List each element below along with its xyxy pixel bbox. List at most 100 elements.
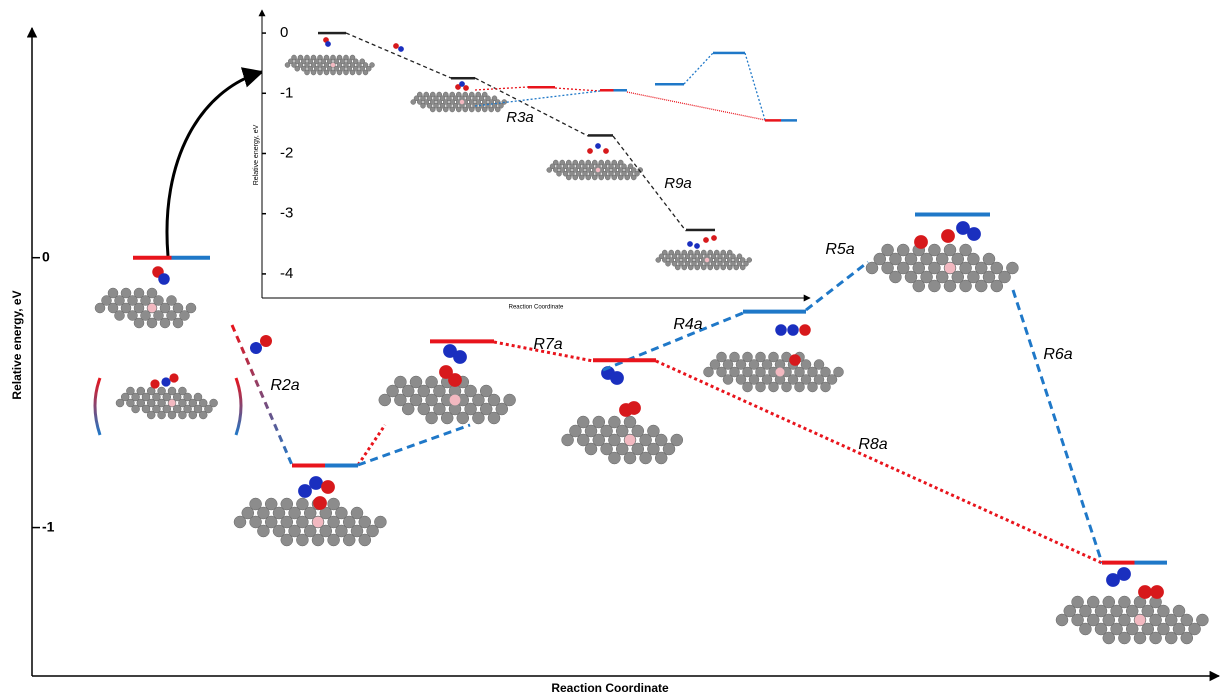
carbon-atom xyxy=(482,107,487,112)
carbon-atom xyxy=(350,70,355,75)
carbon-atom xyxy=(189,411,197,419)
reaction-label: R8a xyxy=(858,436,887,453)
carbon-atom xyxy=(337,70,342,75)
adsorbate-atom xyxy=(250,342,262,354)
carbon-atom xyxy=(640,452,652,464)
carbon-atom xyxy=(1056,614,1068,626)
carbon-atom xyxy=(168,411,176,419)
carbon-atom xyxy=(344,70,349,75)
carbon-atom xyxy=(426,412,438,424)
adsorbate-atom xyxy=(967,227,981,241)
carbon-atom xyxy=(682,265,687,270)
carbon-atom xyxy=(599,175,604,180)
adsorbate-atom xyxy=(161,377,170,386)
carbon-atom xyxy=(443,107,448,112)
reaction-label: R3a xyxy=(506,109,534,126)
carbon-atom xyxy=(734,265,739,270)
carbon-atom xyxy=(476,107,481,112)
adsorbate-atom xyxy=(321,480,335,494)
adsorbate-atom xyxy=(694,243,700,249)
adsorbate-atom xyxy=(787,324,799,336)
adsorbate-atom xyxy=(587,148,593,154)
carbon-atom xyxy=(173,318,183,328)
carbon-atom xyxy=(495,107,500,112)
adsorbate-atom xyxy=(941,229,955,243)
carbon-atom xyxy=(421,103,426,108)
y-tick-label: -1 xyxy=(42,518,55,534)
y-tick-label: 0 xyxy=(280,24,288,41)
adsorbate-atom xyxy=(627,401,641,415)
reaction-label: R5a xyxy=(825,241,854,258)
carbon-atom xyxy=(708,265,713,270)
carbon-atom xyxy=(178,411,186,419)
adsorbate-atom xyxy=(610,371,624,385)
adsorbate-atom xyxy=(595,143,601,149)
carbon-atom xyxy=(547,168,552,173)
carbon-atom xyxy=(115,311,125,321)
carbon-atom xyxy=(1079,623,1091,635)
carbon-atom xyxy=(359,534,371,546)
carbon-atom xyxy=(285,63,290,68)
carbon-atom xyxy=(305,70,310,75)
carbon-atom xyxy=(1150,632,1162,644)
carbon-atom xyxy=(469,107,474,112)
carbon-atom xyxy=(318,70,323,75)
carbon-atom xyxy=(411,100,416,105)
y-tick-label: -4 xyxy=(280,265,293,282)
carbon-atom xyxy=(695,265,700,270)
carbon-atom xyxy=(688,265,693,270)
carbon-atom xyxy=(343,534,355,546)
reaction-label: R4a xyxy=(673,316,702,333)
carbon-atom xyxy=(769,382,779,392)
carbon-atom xyxy=(1103,632,1115,644)
adsorbate-atom xyxy=(775,324,787,336)
carbon-atom xyxy=(740,265,745,270)
carbon-atom xyxy=(624,452,636,464)
carbon-atom xyxy=(295,66,300,71)
carbon-atom xyxy=(928,280,940,292)
y-tick-label: -1 xyxy=(280,84,293,101)
adsorbate-atom xyxy=(313,496,327,510)
carbon-atom xyxy=(913,280,925,292)
adsorbate-atom xyxy=(914,235,928,249)
y-tick-label: 0 xyxy=(42,248,50,264)
y-tick-label: -3 xyxy=(280,205,293,222)
pathway-connector xyxy=(1013,290,1102,563)
adsorbate-atom xyxy=(169,373,178,382)
dopant-atom xyxy=(625,435,636,446)
carbon-atom xyxy=(631,175,636,180)
carbon-atom xyxy=(592,175,597,180)
adsorbate-atom xyxy=(325,41,331,47)
inset-x-axis-label: Reaction Coordinate xyxy=(509,305,564,311)
carbon-atom xyxy=(714,265,719,270)
carbon-atom xyxy=(808,382,818,392)
carbon-atom xyxy=(472,412,484,424)
carbon-atom xyxy=(311,70,316,75)
carbon-atom xyxy=(618,175,623,180)
carbon-atom xyxy=(402,403,414,415)
carbon-atom xyxy=(463,107,468,112)
carbon-atom xyxy=(430,107,435,112)
adsorbate-atom xyxy=(393,43,399,49)
carbon-atom xyxy=(721,265,726,270)
y-axis-label: Relative energy, eV xyxy=(10,290,24,399)
carbon-atom xyxy=(866,262,878,274)
reaction-label: R6a xyxy=(1043,346,1072,363)
carbon-atom xyxy=(160,318,170,328)
adsorbate-atom xyxy=(703,237,709,243)
carbon-atom xyxy=(324,70,329,75)
bracket xyxy=(236,378,241,435)
dopant-atom xyxy=(148,304,157,313)
carbon-atom xyxy=(234,516,246,528)
carbon-atom xyxy=(363,70,368,75)
carbon-atom xyxy=(991,280,1003,292)
adsorbate-atom xyxy=(453,350,467,364)
adsorbate-atom xyxy=(158,273,170,285)
carbon-atom xyxy=(704,367,714,377)
carbon-atom xyxy=(1118,632,1130,644)
adsorbate-atom xyxy=(1138,585,1152,599)
dopant-atom xyxy=(776,368,785,377)
pathway-connector xyxy=(358,425,470,465)
carbon-atom xyxy=(312,534,324,546)
carbon-atom xyxy=(134,318,144,328)
